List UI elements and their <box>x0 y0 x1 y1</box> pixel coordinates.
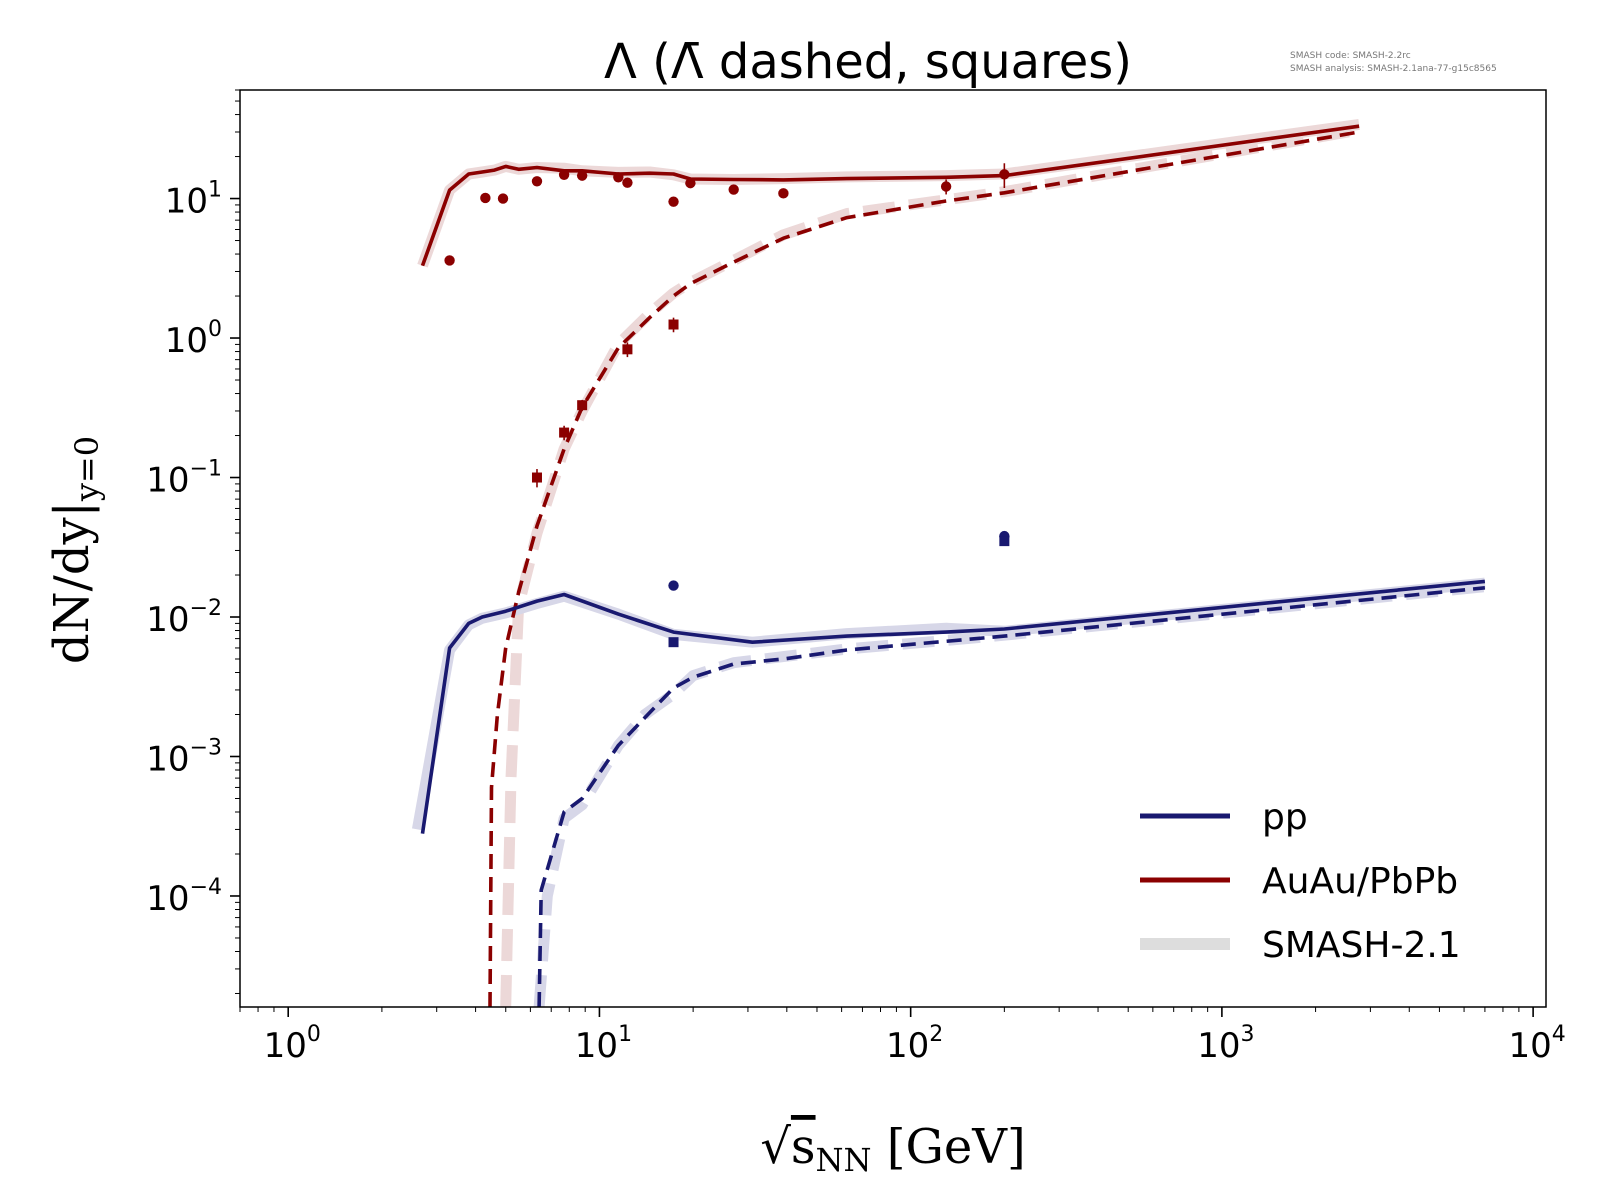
point-auau-lambda-data <box>999 169 1010 180</box>
point-auau-lambda-data <box>558 169 570 180</box>
point-auau-lambda-data <box>497 193 509 204</box>
series-pp-lambda <box>420 579 1486 834</box>
point-auau-lambda-data <box>576 170 588 181</box>
y-tick-label: 10−2 <box>146 596 222 640</box>
point-auau-lambda-data <box>940 181 952 192</box>
point-auau-antilambda-data <box>668 319 679 330</box>
point-pp-antilambda-data <box>668 637 679 648</box>
x-tick-label: 103 <box>1197 1022 1254 1066</box>
point-auau-lambda-data <box>685 177 696 189</box>
legend-label-auau: AuAu/PbPb <box>1262 861 1458 902</box>
point-auau-lambda-data <box>480 192 491 204</box>
y-tick-label: 10−4 <box>146 875 222 919</box>
point-auau-antilambda-data <box>531 472 542 483</box>
x-tick-label: 104 <box>1508 1022 1565 1066</box>
data-points-layer <box>444 163 1010 648</box>
legend-label-pp: pp <box>1262 797 1308 838</box>
series-pp-antilambda <box>537 586 1486 1007</box>
point-auau-lambda-data <box>531 176 543 187</box>
series-layer <box>411 118 1486 1007</box>
x-tick-label: 101 <box>575 1022 632 1066</box>
point-auau-lambda-data <box>444 255 455 266</box>
legend: pp AuAu/PbPb SMASH-2.1 <box>1140 797 1461 966</box>
point-auau-antilambda-data <box>559 427 570 438</box>
series-auau-antilambda <box>488 130 1360 1007</box>
point-auau-lambda-data <box>728 184 739 195</box>
chart-title: Λ (Λ̄ dashed, squares) <box>604 34 1132 90</box>
plot-frame <box>239 89 1547 1008</box>
point-auau-lambda-data <box>778 188 789 199</box>
y-tick-label: 10−3 <box>146 735 222 779</box>
y-tick-label: 101 <box>165 178 222 222</box>
axis-ticks: 100 101 102 103 104 10−4 10−3 10−2 10−1 100 101 <box>146 89 1566 1066</box>
version-note-analysis: SMASH analysis: SMASH-2.1ana-77-g15c8565 <box>1290 64 1497 74</box>
legend-label-smash: SMASH-2.1 <box>1262 925 1461 966</box>
series-auau-antilambda-ref <box>500 124 1361 1007</box>
x-tick-label: 102 <box>886 1022 943 1066</box>
point-pp-antilambda-data <box>999 536 1010 547</box>
point-pp-lambda-data <box>668 580 679 591</box>
series-pp-lambda-ref <box>411 577 1486 831</box>
y-axis-label: dN/dy|y=0 <box>44 436 106 664</box>
series-auau-lambda <box>420 124 1360 267</box>
point-auau-antilambda-data <box>622 344 633 355</box>
point-auau-lambda-data <box>622 177 633 188</box>
point-auau-lambda-data <box>613 172 624 183</box>
y-tick-label: 100 <box>165 317 222 361</box>
x-axis-label: √sNN [GeV] <box>760 1119 1025 1179</box>
y-tick-label: 10−1 <box>146 457 222 501</box>
point-auau-antilambda-data <box>577 400 588 411</box>
version-note-code: SMASH code: SMASH-2.2rc <box>1290 51 1411 61</box>
point-auau-lambda-data <box>668 196 679 207</box>
x-tick-label: 100 <box>264 1022 321 1066</box>
